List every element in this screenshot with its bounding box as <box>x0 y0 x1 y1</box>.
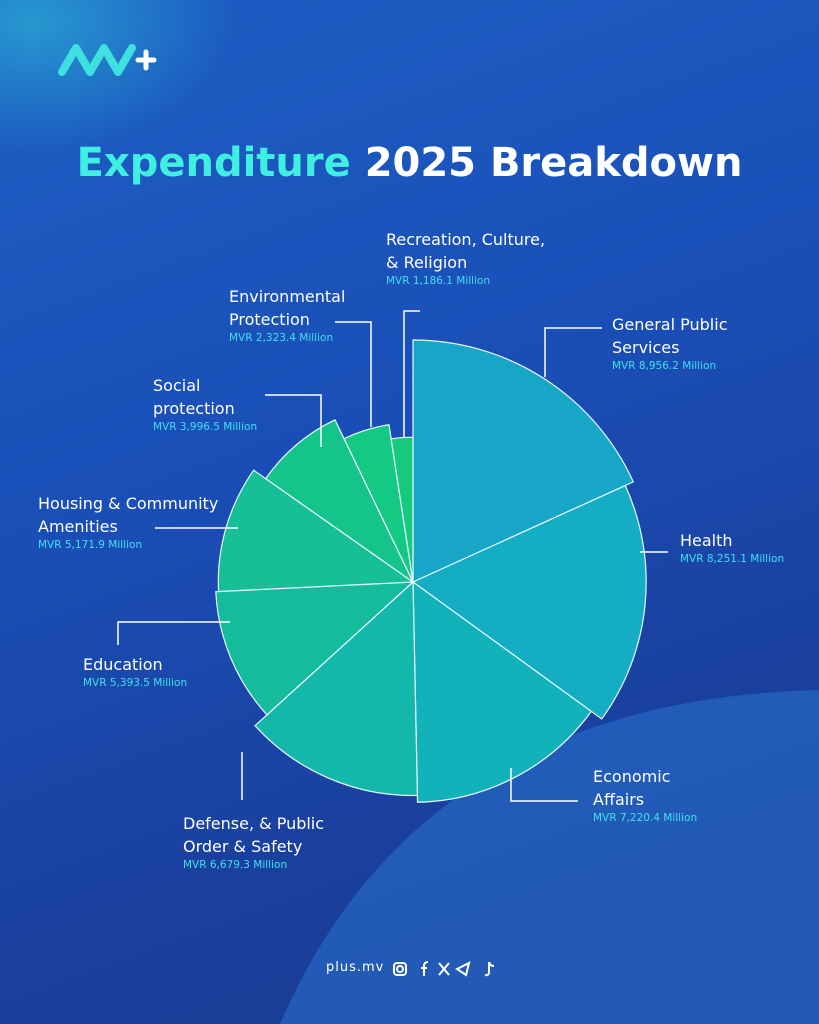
value-label: MVR 6,679.3 Million <box>183 859 288 871</box>
slice-label: Economic Affairs MVR 7,220.4 Million <box>593 765 703 826</box>
slice-label: Recreation, Culture, & Religion MVR 1,186… <box>386 228 561 289</box>
title-highlight: Expenditure <box>76 140 351 186</box>
pie-slice <box>390 436 414 583</box>
leader-line <box>335 321 372 427</box>
value-label: MVR 3,996.5 Million <box>153 421 258 433</box>
pie-slice <box>343 424 414 583</box>
value-label: MVR 8,956.2 Million <box>612 360 717 372</box>
leader-line <box>510 768 578 802</box>
slice-label: Health MVR 8,251.1 Million <box>680 529 800 567</box>
title-text: 2025 Breakdown <box>364 140 743 186</box>
pie-slice <box>254 580 419 797</box>
chart-title: Expenditure 2025 Breakdown <box>0 140 819 186</box>
value-label: MVR 7,220.4 Million <box>593 812 698 824</box>
pie-slice <box>412 580 593 803</box>
leader-line <box>403 310 420 437</box>
slice-label: General Public Services MVR 8,956.2 Milli… <box>612 313 752 374</box>
leader-line <box>544 327 602 377</box>
slice-label: Defense, & Public Order & Safety MVR 6,67… <box>183 812 358 873</box>
slice-label: Education MVR 5,393.5 Million <box>83 653 203 691</box>
value-label: MVR 1,186.1 Million <box>386 275 491 287</box>
slice-label: Environmental Protection MVR 2,323.4 Mill… <box>229 285 369 346</box>
leader-line <box>117 621 230 645</box>
value-label: MVR 2,323.4 Million <box>229 332 334 344</box>
footer: plus.mv <box>326 960 385 975</box>
value-label: MVR 8,251.1 Million <box>680 553 785 565</box>
pie-slice <box>412 339 635 583</box>
pie-slice <box>215 581 415 716</box>
value-label: MVR 5,393.5 Million <box>83 677 188 689</box>
value-label: MVR 5,171.9 Million <box>38 539 143 551</box>
pie-slice <box>411 484 647 720</box>
slice-label: Housing & Community Amenities MVR 5,171.9… <box>38 492 243 553</box>
leader-line <box>265 394 322 447</box>
slice-label: Social protection MVR 3,996.5 Million <box>153 374 263 435</box>
pie-slice <box>264 419 415 584</box>
